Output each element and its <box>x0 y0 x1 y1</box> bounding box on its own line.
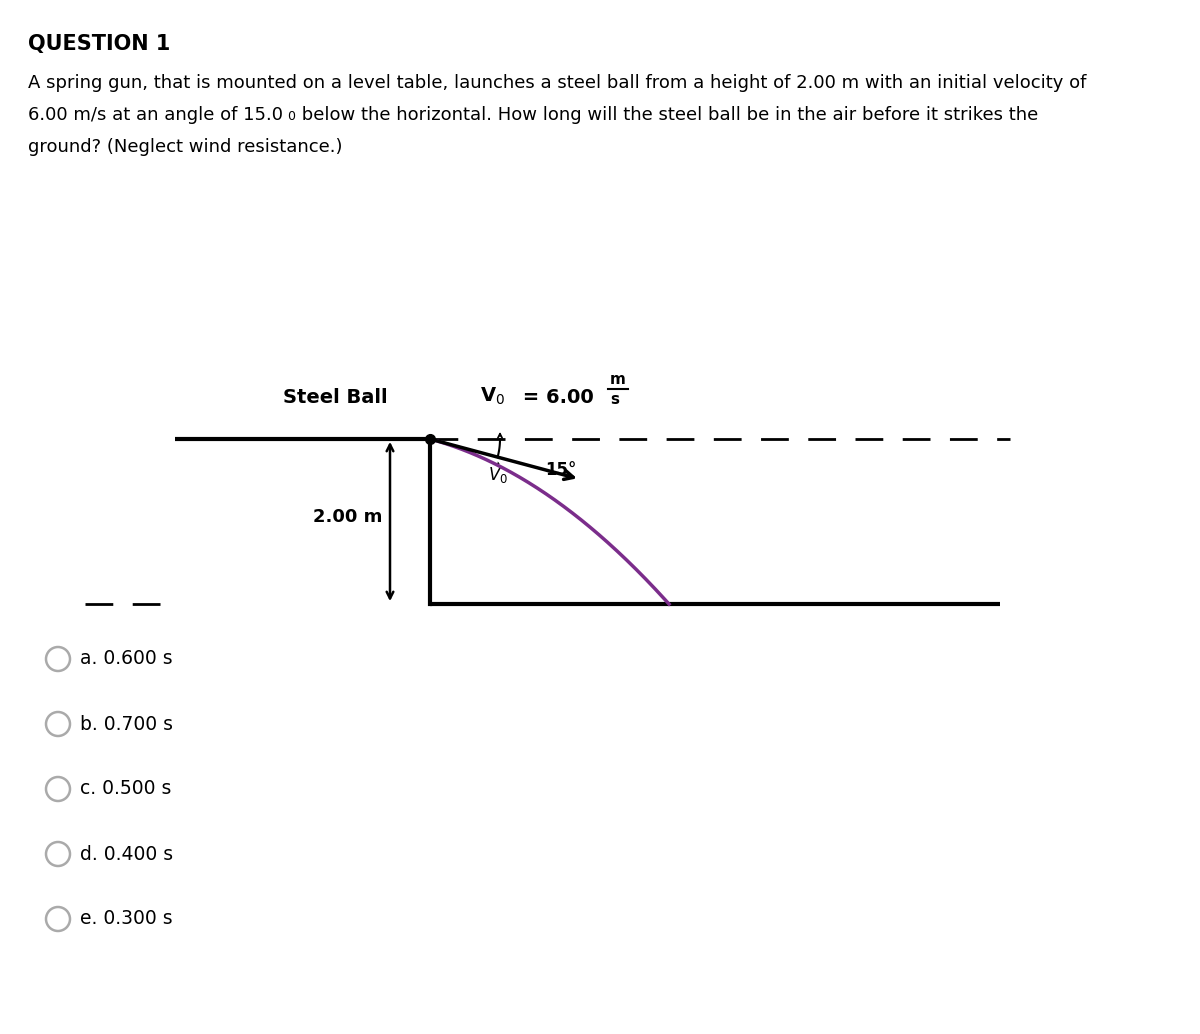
Text: A spring gun, that is mounted on a level table, launches a steel ball from a hei: A spring gun, that is mounted on a level… <box>28 74 1086 92</box>
Text: ground? (Neglect wind resistance.): ground? (Neglect wind resistance.) <box>28 138 342 156</box>
Text: m: m <box>610 372 626 387</box>
Text: = 6.00: = 6.00 <box>516 388 594 407</box>
Text: a. 0.600 s: a. 0.600 s <box>80 649 173 669</box>
Text: 2.00 m: 2.00 m <box>313 508 382 525</box>
Text: e. 0.300 s: e. 0.300 s <box>80 910 173 929</box>
Text: 15°: 15° <box>545 461 576 479</box>
Text: d. 0.400 s: d. 0.400 s <box>80 845 173 863</box>
Text: c. 0.500 s: c. 0.500 s <box>80 780 172 798</box>
Text: $\vec{V}_0$: $\vec{V}_0$ <box>488 461 508 486</box>
Text: below the horizontal. How long will the steel ball be in the air before it strik: below the horizontal. How long will the … <box>296 107 1038 124</box>
Text: Steel Ball: Steel Ball <box>283 388 388 407</box>
Text: V$_0$: V$_0$ <box>480 386 505 407</box>
Text: 0: 0 <box>287 110 295 123</box>
Text: s: s <box>610 392 619 407</box>
Text: 6.00 m/s at an angle of 15.0: 6.00 m/s at an angle of 15.0 <box>28 107 283 124</box>
Text: QUESTION 1: QUESTION 1 <box>28 34 170 54</box>
Text: b. 0.700 s: b. 0.700 s <box>80 714 173 733</box>
